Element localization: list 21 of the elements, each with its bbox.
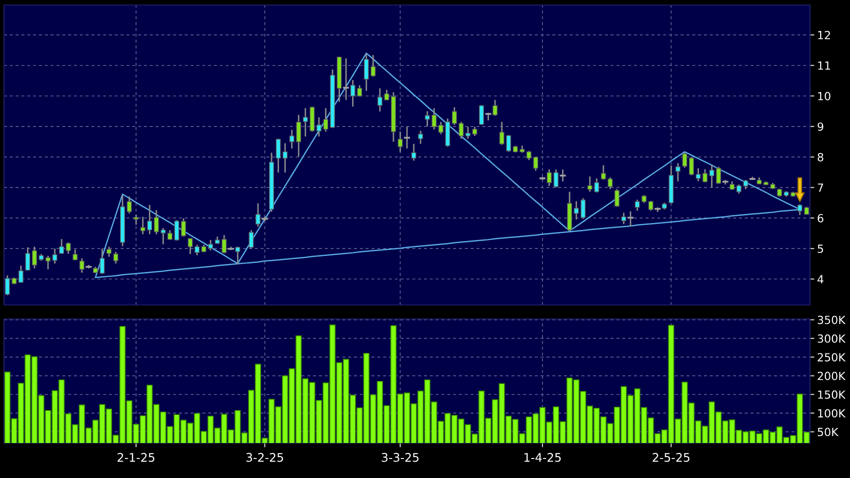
y-tick-label: 10 — [818, 92, 830, 100]
y-tick-label: 300K — [818, 334, 846, 343]
x-tick-label: 2-1-25 — [118, 452, 154, 462]
y-tick-label: 200K — [818, 372, 846, 380]
y-tick-label: 4 — [817, 275, 824, 284]
y-tick-label: 150K — [818, 390, 846, 399]
x-tick-label: 3-3-25 — [382, 452, 418, 462]
y-tick-label: 350K — [818, 316, 846, 324]
y-tick-label: 7 — [818, 184, 824, 192]
y-tick-label: 8 — [818, 152, 824, 162]
y-tick-label: 50K — [818, 428, 839, 436]
y-tick-label: 11 — [818, 62, 830, 70]
y-tick-label: 5 — [818, 244, 824, 253]
y-tick-label: 12 — [818, 30, 830, 40]
x-tick-label: 2-5-25 — [652, 452, 690, 462]
y-tick-label: 6 — [818, 214, 824, 222]
y-tick-label: 100K — [818, 409, 846, 418]
y-tick-label: 9 — [818, 122, 824, 131]
y-tick-label: 250K — [818, 353, 846, 362]
x-tick-label: 3-2-25 — [246, 452, 284, 462]
x-tick-label: 1-4-25 — [524, 452, 561, 462]
